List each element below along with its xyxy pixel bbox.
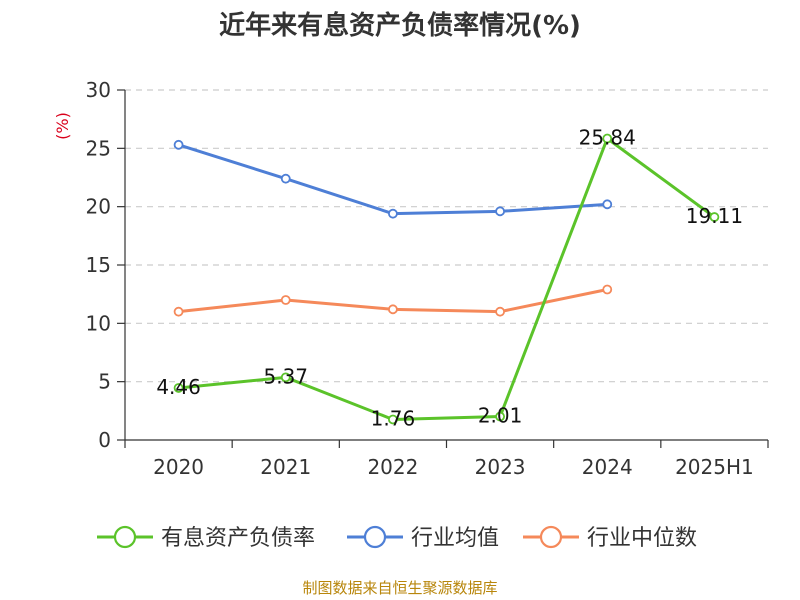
data-point: [280, 295, 291, 305]
data-point: [388, 414, 398, 425]
data-point: [173, 306, 184, 317]
data-point: [602, 284, 613, 295]
x-tick-labels: 2020 2021 2022 2023 2024 2025H1: [153, 455, 754, 479]
legend-label: 有息资产负债率: [161, 526, 315, 551]
y-tick-labels: 0 5 10 15 20 25 30: [86, 78, 111, 452]
source-note: 制图数据来自恒生聚源数据库: [302, 579, 497, 597]
y-tick-label: 20: [86, 195, 111, 219]
data-point: [602, 133, 613, 144]
data-labels: 4.46 5.37 1.76 2.01 25.84 19.11: [156, 126, 743, 431]
data-label: 19.11: [686, 204, 743, 228]
legend-item: 有息资产负债率: [97, 525, 315, 551]
legend-item: 行业均值: [347, 525, 499, 551]
data-label: 4.46: [156, 375, 201, 399]
data-point: [495, 411, 505, 422]
data-point: [388, 304, 398, 315]
series-1: [173, 139, 613, 219]
legend-marker: [363, 525, 387, 549]
series-line: [178, 143, 608, 216]
data-point: [173, 383, 184, 393]
chart-title: 近年来有息资产负债率情况(%): [219, 10, 581, 41]
legend-marker: [113, 525, 137, 549]
data-point: [495, 306, 505, 317]
y-tick-label: 0: [98, 428, 111, 452]
data-point: [280, 173, 291, 184]
legend: 有息资产负债率 行业均值 行业中位数: [97, 525, 697, 551]
data-label: 2.01: [478, 404, 523, 428]
data-point: [602, 199, 613, 210]
y-tick-label: 15: [86, 253, 111, 277]
x-tick-label: 2021: [260, 455, 311, 479]
y-tick-label: 30: [86, 78, 111, 102]
y-tick-label: 5: [98, 370, 111, 394]
y-tick-label: 25: [86, 136, 111, 160]
series-lines: [173, 133, 720, 425]
data-point: [280, 372, 291, 383]
data-label: 1.76: [371, 406, 416, 430]
data-point: [173, 139, 184, 150]
legend-label: 行业均值: [411, 526, 499, 551]
legend-label: 行业中位数: [587, 526, 697, 551]
grid-lines: [125, 89, 768, 383]
series-line: [178, 137, 716, 421]
x-tick-label: 2023: [475, 455, 526, 479]
y-axis-label: (%): [53, 112, 72, 140]
series-2: [173, 284, 613, 317]
legend-item: 行业中位数: [523, 525, 697, 551]
x-tick-label: 2020: [153, 455, 204, 479]
x-tick-label: 2022: [367, 455, 418, 479]
data-point: [388, 208, 398, 219]
legend-marker: [539, 525, 563, 549]
data-point: [709, 212, 720, 222]
data-label: 25.84: [579, 126, 636, 150]
y-tick-label: 10: [86, 311, 111, 335]
data-point: [495, 206, 505, 217]
axes: [117, 89, 769, 448]
x-tick-label: 2024: [582, 455, 633, 479]
x-tick-label: 2025H1: [675, 455, 754, 479]
series-0: [173, 133, 720, 425]
data-label: 5.37: [263, 364, 308, 388]
